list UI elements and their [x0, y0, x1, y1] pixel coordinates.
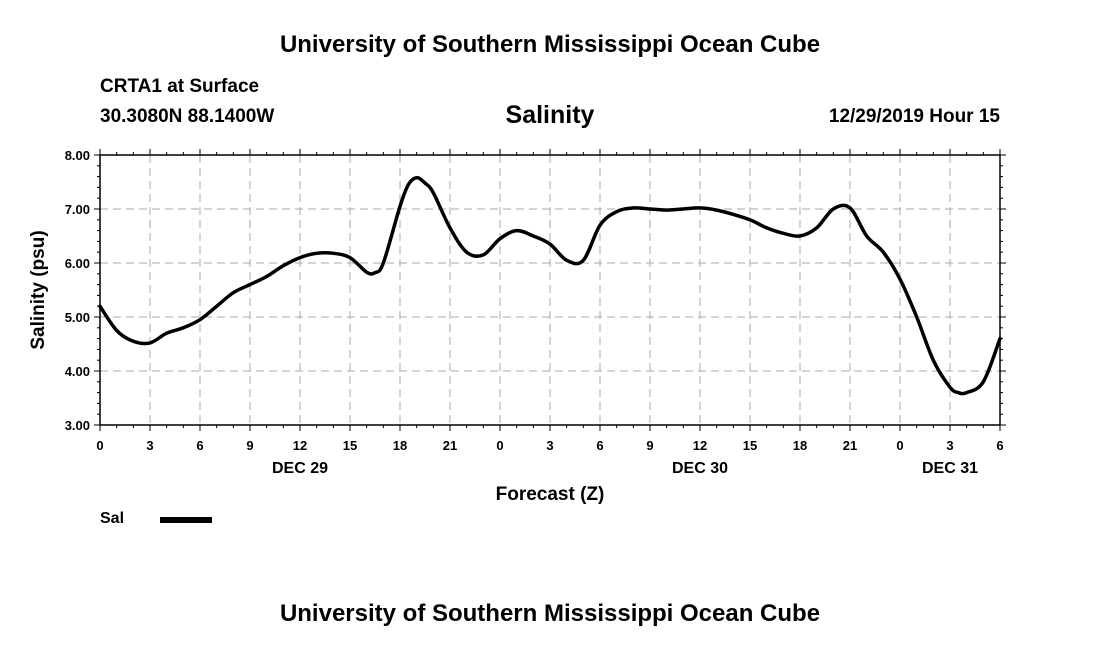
org-title-top: University of Southern Mississippi Ocean… — [279, 31, 821, 58]
date-label: DEC 30 — [672, 460, 728, 477]
x-tick-label: 3 — [146, 438, 153, 453]
x-tick-label: 12 — [293, 438, 307, 453]
y-tick-label: 7.00 — [65, 202, 90, 217]
x-tick-label: 6 — [196, 438, 203, 453]
coordinates-label: 30.3080N 88.1400W — [100, 106, 275, 127]
datetime-label: 12/29/2019 Hour 15 — [828, 106, 1000, 127]
y-tick-label: 8.00 — [65, 148, 90, 163]
x-tick-label: 0 — [496, 438, 503, 453]
date-label: DEC 29 — [272, 460, 328, 477]
x-tick-label: 18 — [793, 438, 807, 453]
x-tick-label: 21 — [843, 438, 857, 453]
x-tick-label: 15 — [343, 438, 357, 453]
x-tick-label: 9 — [246, 438, 253, 453]
x-tick-label: 15 — [743, 438, 757, 453]
x-tick-label: 0 — [96, 438, 103, 453]
y-tick-label: 3.00 — [65, 418, 90, 433]
y-axis-label: Salinity (psu) — [28, 230, 49, 349]
x-axis-label: Forecast (Z) — [496, 484, 605, 505]
x-tick-label: 18 — [393, 438, 407, 453]
date-label: DEC 31 — [922, 460, 978, 477]
legend-label: Sal — [100, 510, 125, 527]
x-tick-label: 6 — [596, 438, 603, 453]
chart-title: Salinity — [505, 101, 595, 129]
y-tick-label: 6.00 — [65, 256, 90, 271]
x-tick-label: 21 — [443, 438, 457, 453]
legend-line-swatch — [160, 517, 212, 523]
station-label: CRTA1 at Surface — [100, 76, 260, 97]
x-tick-label: 12 — [693, 438, 707, 453]
x-tick-label: 6 — [996, 438, 1003, 453]
x-tick-label: 9 — [646, 438, 653, 453]
series-line-sal — [98, 175, 1002, 396]
plot-frame — [99, 154, 1001, 426]
x-tick-label: 3 — [946, 438, 953, 453]
y-tick-label: 4.00 — [65, 364, 90, 379]
org-title-bottom: University of Southern Mississippi Ocean… — [279, 600, 821, 627]
x-tick-label: 0 — [896, 438, 903, 453]
x-tick-label: 3 — [546, 438, 553, 453]
y-tick-label: 5.00 — [65, 310, 90, 325]
